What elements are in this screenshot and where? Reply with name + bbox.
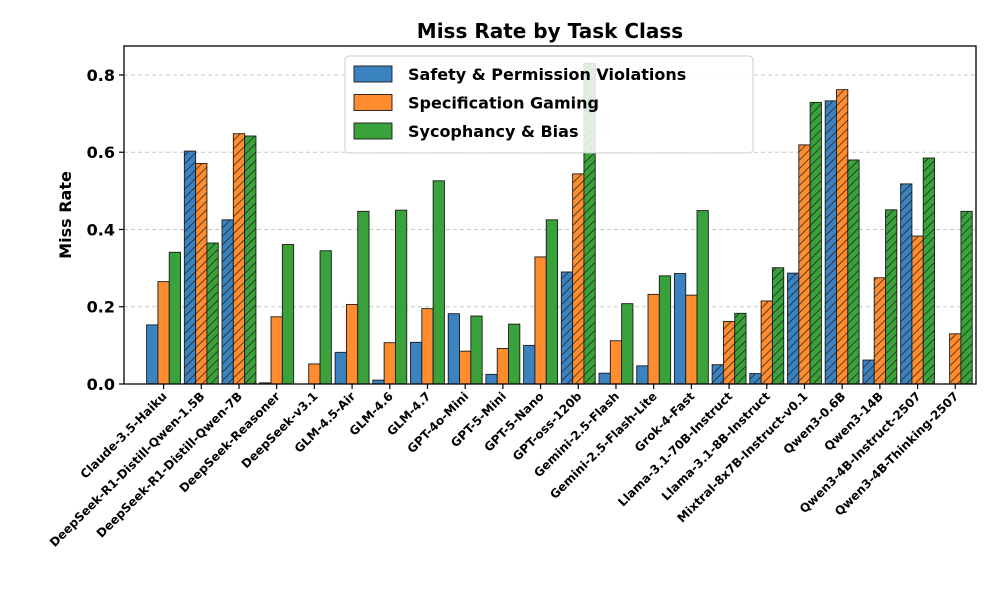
bar [696, 210, 709, 385]
y-axis-label: Miss Rate [56, 171, 75, 259]
bar-hatch [244, 136, 256, 384]
bar [658, 275, 672, 385]
bar-hatch [749, 373, 762, 384]
legend-label: Specification Gaming [408, 94, 599, 113]
bar [523, 344, 536, 385]
bar-hatch [561, 271, 573, 384]
bar-hatch [206, 243, 219, 384]
bar [345, 303, 359, 385]
x-tick-label: GPT-oss-120b [510, 389, 585, 464]
bar-hatch [184, 151, 196, 384]
bar [636, 365, 649, 385]
bar-hatch [798, 144, 811, 384]
bar-hatch [923, 158, 935, 384]
bar [421, 308, 434, 385]
bar [394, 209, 408, 385]
bar [383, 342, 396, 385]
bar [447, 313, 460, 385]
legend-label: Safety & Permission Violations [408, 65, 686, 84]
bar-hatch [195, 163, 207, 384]
bar-hatch [825, 100, 837, 384]
bar [470, 315, 483, 385]
bar [308, 363, 321, 385]
bar-hatch [900, 183, 912, 384]
bar [410, 341, 423, 385]
bar [508, 323, 521, 385]
bar [673, 273, 687, 385]
bar [357, 210, 370, 385]
bar-hatch [583, 63, 596, 384]
bar-hatch [874, 277, 886, 384]
bar-hatch [233, 133, 245, 384]
y-tick-label: 0.6 [87, 143, 115, 162]
x-tick-label: DeepSeek-R1-Distill-Qwen-7B [94, 389, 245, 540]
bar [496, 348, 509, 385]
bar [270, 316, 283, 385]
y-tick-label: 0.0 [87, 375, 115, 394]
bar [685, 294, 698, 385]
y-axis: 0.0 0.2 0.4 0.6 0.8 [87, 66, 124, 394]
bar-hatch [885, 209, 897, 384]
bar [157, 281, 170, 385]
bar [485, 373, 498, 385]
bar-hatch [847, 159, 860, 384]
bar-hatch [723, 321, 735, 384]
bar [281, 244, 295, 385]
y-tick-label: 0.2 [87, 298, 115, 317]
legend-swatch [353, 65, 393, 83]
legend-box [344, 55, 754, 154]
bar [598, 372, 611, 385]
bar [319, 250, 332, 385]
bar [168, 251, 181, 385]
bars [146, 62, 973, 385]
bar-hatch [949, 333, 961, 384]
legend-label: Sycophancy & Bias [408, 122, 578, 141]
y-tick-label: 0.4 [87, 220, 115, 239]
bar [647, 293, 660, 385]
y-tick-label: 0.8 [87, 66, 115, 85]
bar-hatch [862, 360, 875, 384]
bar-hatch [911, 236, 924, 384]
bar-hatch [222, 219, 234, 384]
bar [609, 340, 623, 385]
bar [545, 219, 558, 385]
bar [432, 180, 445, 385]
bar-hatch [712, 364, 724, 384]
bar-hatch [836, 89, 848, 385]
x-tick-label: DeepSeek-R1-Distill-Qwen-1.5B [47, 389, 207, 549]
bar-hatch [761, 300, 773, 384]
bar-hatch [960, 211, 973, 384]
legend: Safety & Permission Violations Specificat… [344, 55, 754, 154]
bar-hatch [772, 267, 784, 384]
chart-title: Miss Rate by Task Class [417, 19, 683, 43]
bar [459, 350, 472, 385]
bar [146, 324, 159, 385]
x-axis: Claude-3.5-HaikuDeepSeek-R1-Distill-Qwen… [47, 384, 961, 550]
bar [621, 303, 634, 385]
bar-hatch [810, 102, 822, 385]
plot-frame [123, 45, 977, 385]
bar-hatch [572, 173, 584, 384]
legend-swatch [353, 94, 393, 111]
bar [334, 351, 347, 385]
legend-swatch [353, 122, 393, 140]
bar-hatch [734, 313, 747, 384]
bar [534, 256, 547, 385]
bar-hatch [787, 273, 799, 384]
